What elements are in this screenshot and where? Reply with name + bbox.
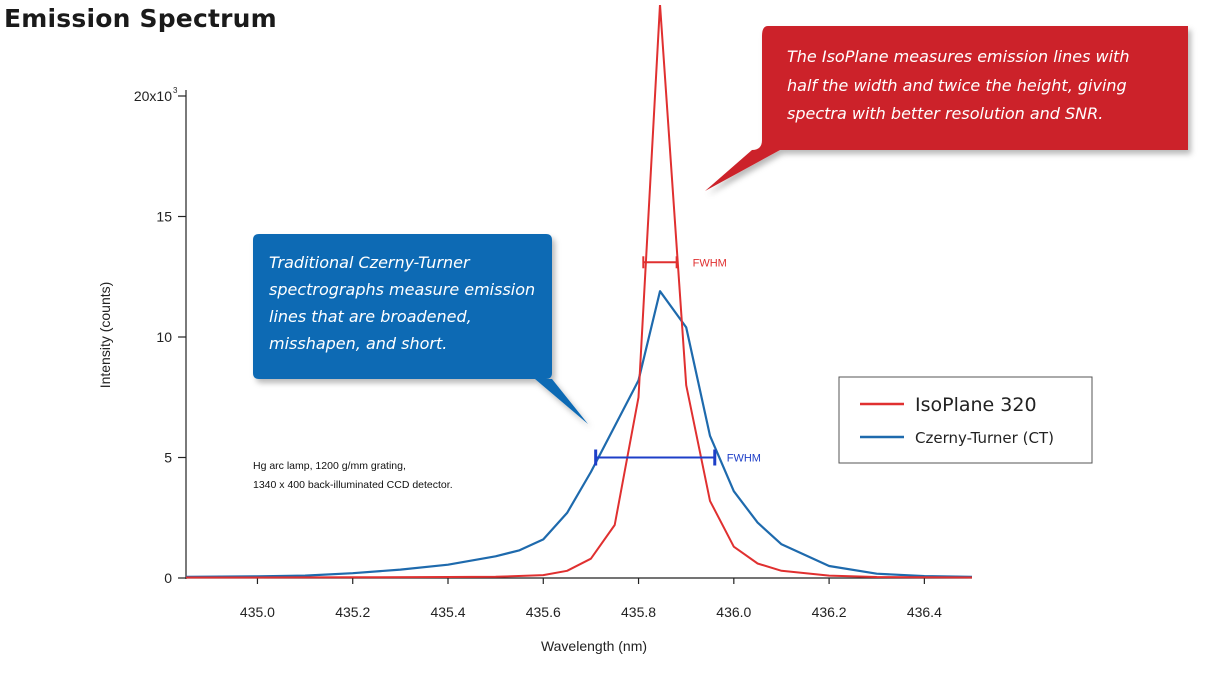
y-tick-label: 5 bbox=[164, 450, 172, 466]
callout-isoplane-line-2: half the width and twice the height, giv… bbox=[787, 76, 1127, 95]
fwhm-marker-isoplane: FWHM bbox=[642, 256, 727, 269]
x-tick-label: 436.0 bbox=[716, 604, 751, 620]
callout-isoplane-box bbox=[705, 26, 1188, 191]
x-axis-title: Wavelength (nm) bbox=[541, 638, 647, 654]
fwhm-label-isoplane: FWHM bbox=[693, 257, 727, 269]
x-tick-label: 435.4 bbox=[430, 604, 465, 620]
y-tick-label: 20x10 bbox=[134, 88, 172, 104]
note-line-1: Hg arc lamp, 1200 g/mm grating, bbox=[253, 460, 406, 472]
x-tick-label: 435.8 bbox=[621, 604, 656, 620]
fwhm-label-czerny-turner: FWHM bbox=[727, 453, 761, 465]
callout-isoplane-line-3: spectra with better resolution and SNR. bbox=[787, 104, 1103, 123]
y-tick-exponent: 3 bbox=[173, 86, 178, 95]
y-axis-title: Intensity (counts) bbox=[97, 282, 113, 389]
page-title: Emission Spectrum bbox=[4, 4, 277, 33]
x-tick-label: 436.2 bbox=[812, 604, 847, 620]
legend: IsoPlane 320 Czerny-Turner (CT) bbox=[838, 376, 1093, 464]
legend-label-isoplane: IsoPlane 320 bbox=[915, 394, 1037, 416]
callout-czerny-box bbox=[253, 234, 588, 424]
callout-isoplane bbox=[705, 26, 1188, 191]
note-line-2: 1340 x 400 back-illuminated CCD detector… bbox=[253, 479, 453, 491]
series-line-czerny-turner bbox=[186, 290, 973, 578]
legend-box bbox=[838, 376, 1093, 464]
y-ticks: 0 5 10 15 20x10 3 bbox=[134, 86, 186, 586]
fwhm-marker-czerny-turner: FWHM bbox=[594, 449, 761, 466]
callout-czerny-line-4: misshapen, and short. bbox=[269, 334, 447, 353]
y-tick-label: 15 bbox=[156, 209, 172, 225]
legend-label-czerny-turner: Czerny-Turner (CT) bbox=[915, 429, 1054, 447]
y-tick-label: 0 bbox=[164, 570, 172, 586]
x-tick-label: 435.0 bbox=[240, 604, 275, 620]
callout-czerny-line-1: Traditional Czerny-Turner bbox=[269, 253, 471, 272]
x-tick-label: 436.4 bbox=[907, 604, 942, 620]
callout-czerny bbox=[253, 234, 588, 424]
x-tick-label: 435.6 bbox=[526, 604, 561, 620]
series-line-isoplane bbox=[186, 5, 973, 579]
callout-czerny-line-3: lines that are broadened, bbox=[269, 307, 472, 326]
y-tick-label: 10 bbox=[156, 329, 172, 345]
x-tick-label: 435.2 bbox=[335, 604, 370, 620]
callout-isoplane-line-1: The IsoPlane measures emission lines wit… bbox=[787, 47, 1129, 66]
x-ticks: 435.0 435.2 435.4 435.6 435.8 436.0 436.2 436.4 bbox=[240, 578, 942, 620]
callout-czerny-line-2: spectrographs measure emission bbox=[269, 280, 535, 299]
